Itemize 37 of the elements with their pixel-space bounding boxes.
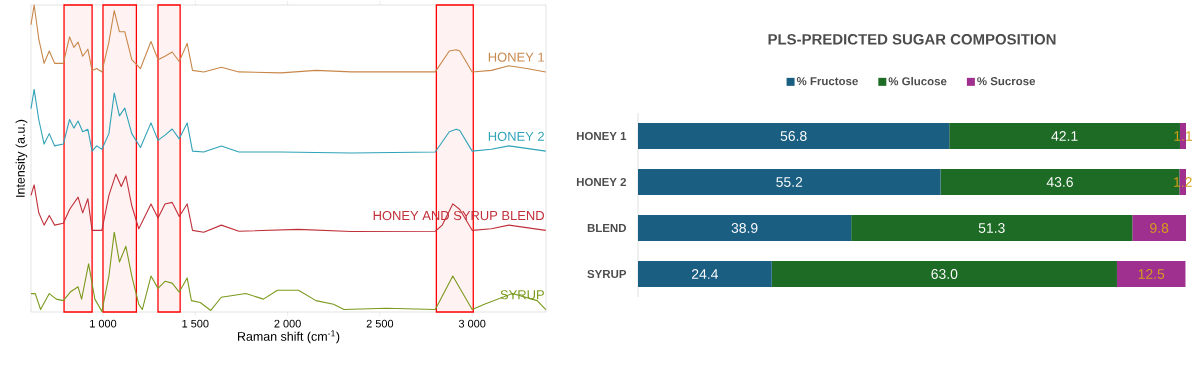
x-tick-label: 2 500	[366, 319, 394, 328]
y-tick-label: HONEY 2	[576, 177, 627, 187]
legend-label: % Glucose	[888, 76, 947, 86]
data-label: 1.1	[1174, 131, 1193, 141]
data-label: 56.8	[780, 131, 807, 141]
data-label: 38.9	[731, 223, 758, 233]
bar	[1116, 261, 1186, 287]
data-label: 63.0	[931, 269, 958, 279]
data-label: 43.6	[1046, 177, 1073, 187]
bar	[638, 215, 852, 241]
data-label: 55.2	[776, 177, 803, 187]
x-tick-label: 2 000	[274, 319, 301, 328]
y-axis-title: Intensity (a.u.)	[15, 119, 28, 197]
series-label: HONEY 1	[488, 52, 544, 62]
data-label: 24.4	[692, 269, 719, 279]
y-tick-label: HONEY 1	[576, 131, 627, 141]
x-tick-label: 1 000	[90, 319, 117, 328]
bar	[771, 261, 1117, 287]
x-axis-title: Raman shift (cm$^{-1}$)	[237, 330, 340, 344]
data-label: 42.1	[1051, 131, 1078, 141]
chart-title: PLS-PREDICTED SUGAR COMPOSITION	[768, 34, 1056, 45]
bar	[851, 215, 1133, 241]
bar	[638, 261, 772, 287]
x-tick-label: 3 000	[458, 319, 486, 328]
y-tick-label: BLEND	[587, 224, 627, 232]
data-label: 12.5	[1138, 269, 1165, 279]
bar	[638, 169, 941, 195]
legend-label: % Sucrose	[977, 77, 1036, 86]
data-label: 1.2	[1174, 177, 1192, 187]
legend-label: % Fructose	[796, 77, 858, 86]
bar	[638, 123, 950, 149]
y-tick-label: SYRUP	[587, 269, 627, 279]
data-label: 9.8	[1150, 223, 1169, 233]
series-label: HONEY 2	[488, 131, 544, 141]
data-label: 51.3	[978, 223, 1005, 233]
bar	[1132, 215, 1187, 241]
x-tick-label: 1 500	[182, 319, 209, 328]
